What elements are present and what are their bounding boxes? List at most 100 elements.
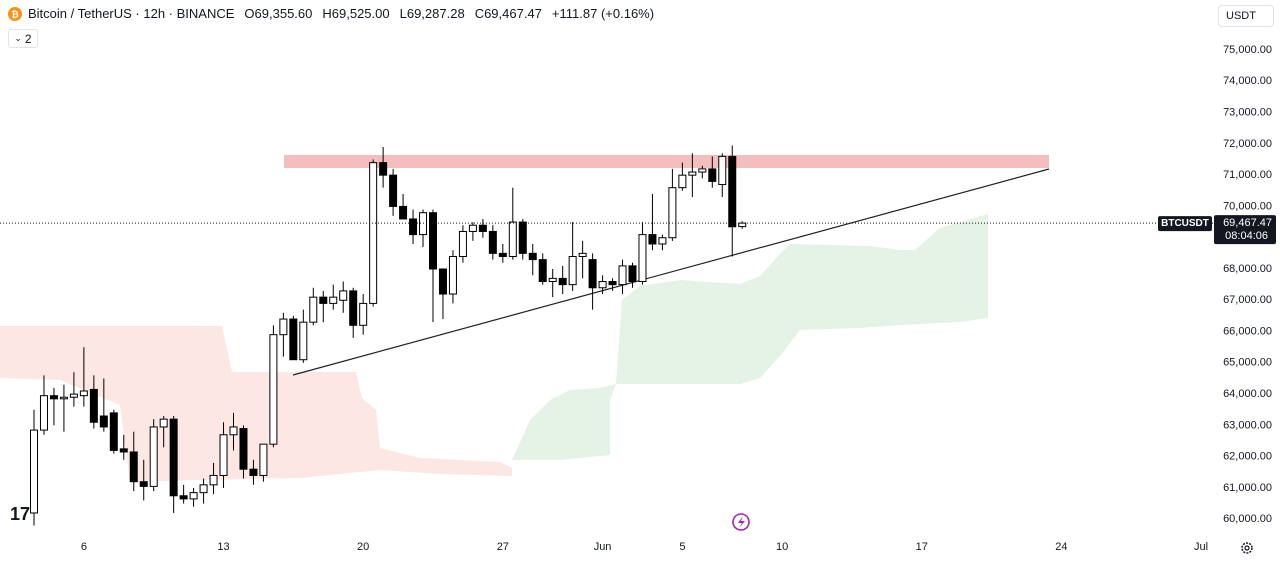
candle-body — [30, 429, 38, 514]
candle-body — [618, 265, 627, 286]
y-tick-label: 70,000.00 — [1223, 200, 1272, 212]
y-tick-label: 63,000.00 — [1223, 419, 1272, 431]
resistance-zone — [284, 155, 1049, 168]
candle-body — [159, 418, 168, 428]
y-tick-label: 68,000.00 — [1223, 263, 1272, 275]
cloud-bearish — [0, 326, 512, 482]
candle-body — [728, 155, 737, 228]
logo: 17 — [10, 504, 30, 524]
change-value: +111.87 (+0.16%) — [551, 6, 655, 21]
candle-body — [448, 255, 457, 295]
candle-body — [359, 302, 368, 326]
close-value: 69,467.47 — [484, 6, 542, 21]
x-tick-label: Jun — [594, 541, 612, 553]
candle-body — [518, 221, 527, 254]
low-value: 69,287.28 — [406, 6, 465, 21]
candle-body — [49, 395, 58, 400]
candle-body — [478, 224, 487, 232]
candle-body — [528, 252, 537, 261]
candle-body — [738, 222, 747, 228]
price-tag-label: 69,467.47 — [1223, 217, 1272, 229]
candle-body — [468, 224, 477, 232]
close-label: C — [474, 6, 485, 21]
svg-text:₿: ₿ — [11, 9, 18, 19]
candle-body — [349, 290, 358, 326]
x-tick-label: 24 — [1055, 541, 1067, 553]
candle-body — [299, 321, 308, 361]
candle-body — [578, 252, 587, 257]
coin-icon: ₿ — [8, 6, 22, 21]
candle-body — [638, 234, 647, 283]
candle-body — [269, 334, 278, 445]
x-tick-label: 17 — [916, 541, 928, 553]
indicator-toggle[interactable]: ⌄ 2 — [8, 29, 38, 48]
symbol-tag — [1158, 216, 1212, 232]
candle-body — [389, 174, 398, 207]
candle-body — [319, 296, 328, 304]
price-tag — [1214, 215, 1276, 245]
open-value: 69,355.60 — [254, 6, 313, 21]
x-tick-label: 27 — [497, 541, 509, 553]
plot-area — [30, 145, 747, 526]
x-tick-label: 10 — [776, 541, 788, 553]
candle-body — [69, 393, 78, 398]
candle-body — [498, 252, 507, 257]
candle-body — [668, 187, 677, 239]
candle-body — [558, 277, 567, 286]
y-tick-label: 62,000.00 — [1223, 451, 1272, 463]
candle-body — [89, 388, 98, 423]
candle-body — [109, 412, 118, 451]
candle-body — [169, 418, 178, 497]
candle-body — [239, 428, 248, 470]
candle-body — [209, 474, 218, 486]
candle-body — [688, 171, 697, 176]
y-tick-label: 65,000.00 — [1223, 357, 1272, 369]
candle-body — [339, 290, 348, 301]
candle-body — [99, 415, 108, 428]
candle-body — [329, 296, 338, 304]
y-tick-label: 67,000.00 — [1223, 294, 1272, 306]
settings-icon-center — [1244, 545, 1250, 551]
event-bolt — [738, 516, 745, 528]
candle-body — [179, 495, 188, 500]
x-tick-label: 5 — [679, 541, 685, 553]
candle-body — [429, 212, 437, 270]
high-value: 69,525.00 — [331, 6, 390, 21]
candle-body — [628, 265, 637, 283]
candle-body — [59, 396, 68, 400]
settings-icon[interactable] — [1241, 542, 1253, 554]
candle-body — [369, 162, 378, 304]
x-tick-label: 6 — [81, 541, 87, 553]
candle-body — [648, 234, 657, 245]
candle-body — [488, 230, 497, 254]
open-label: O — [244, 6, 255, 21]
candle-body — [409, 218, 418, 236]
candle-body — [139, 481, 148, 487]
y-tick-label: 75,000.00 — [1223, 44, 1272, 56]
indicator-count: 2 — [24, 31, 32, 46]
candle-body — [548, 277, 557, 283]
candle-body — [149, 426, 158, 487]
candle-body — [229, 426, 238, 436]
currency-button[interactable]: USDT — [1218, 5, 1274, 27]
symbol-title: Bitcoin / TetherUS · 12h · BINANCE — [28, 6, 235, 21]
candle-body — [309, 296, 318, 323]
symbol-header: ₿ Bitcoin / TetherUS · 12h · BINANCE O 69… — [8, 6, 654, 21]
candle-body — [129, 451, 138, 483]
candle-body — [289, 318, 298, 361]
candle-body — [249, 468, 258, 476]
high-label: H — [322, 6, 332, 21]
x-tick-label: 13 — [217, 541, 229, 553]
candle-body — [419, 212, 428, 236]
candle-body — [658, 237, 667, 245]
y-tick-label: 74,000.00 — [1223, 75, 1272, 87]
candle-body — [588, 259, 597, 289]
candle-body — [379, 162, 388, 176]
y-tick-label: 66,000.00 — [1223, 325, 1272, 337]
candle-body — [219, 434, 228, 476]
cloud-bullish — [512, 214, 988, 460]
currency-label: USDT — [1226, 10, 1256, 22]
candle-body — [508, 221, 517, 257]
y-tick-label: 64,000.00 — [1223, 388, 1272, 400]
